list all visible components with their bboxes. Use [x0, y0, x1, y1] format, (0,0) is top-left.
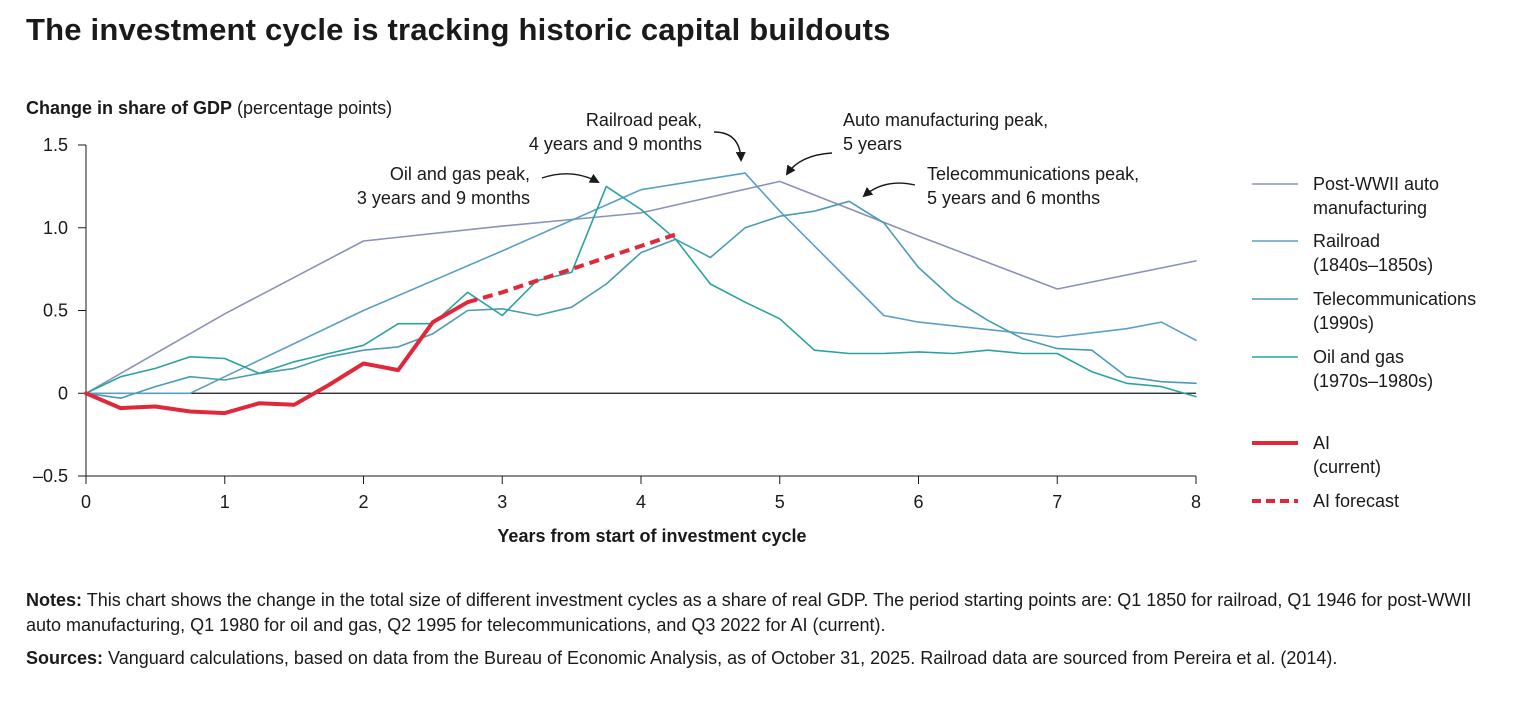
series-line-railroad-1840s-1850s [85, 172, 1197, 395]
annotation-label: 3 years and 9 months [357, 188, 530, 208]
x-axis-label: Years from start of investment cycle [497, 526, 806, 546]
legend-label: (1990s) [1313, 313, 1374, 333]
annotations-group: Railroad peak, 4 years and 9 months Auto m… [357, 110, 1139, 208]
x-tick-label: 1 [220, 492, 230, 512]
legend-label: Railroad [1313, 231, 1380, 251]
legend-label: (1970s–1980s) [1313, 371, 1433, 391]
x-tick-label: 0 [81, 492, 91, 512]
notes-text: This chart shows the change in the total… [26, 590, 1472, 635]
legend-label: Telecommunications [1313, 289, 1476, 309]
y-axis-label-rest: (percentage points) [232, 98, 393, 118]
annotation-label: 4 years and 9 months [529, 134, 702, 154]
annotation-label: Oil and gas peak, [390, 164, 530, 184]
annotation-label: Telecommunications peak, [927, 164, 1139, 184]
y-tick-label: 1.0 [43, 218, 68, 238]
series-line-post-wwii-auto-manufacturing [85, 180, 1197, 395]
legend-item: Post-WWII auto manufacturing [1252, 174, 1439, 218]
series-line-ai-current [84, 300, 470, 416]
series-group [84, 172, 1197, 416]
line-chart: –0.5 0 0.5 1.0 1.5 0 1 2 3 4 5 6 7 8 Railroad peak, 4 … [33, 110, 1476, 546]
annotation-label: 5 years [843, 134, 902, 154]
legend-item: Oil and gas (1970s–1980s) [1252, 347, 1433, 391]
x-tick-label: 4 [636, 492, 646, 512]
annotation-arrow [862, 182, 916, 198]
x-tick-label: 5 [775, 492, 785, 512]
x-tick-label: 2 [358, 492, 368, 512]
y-tick-label: 0 [58, 383, 68, 403]
legend-item: AI forecast [1252, 491, 1399, 511]
legend-item: Telecommunications (1990s) [1252, 289, 1476, 333]
legend-label: (1840s–1850s) [1313, 255, 1433, 275]
y-tick-label: –0.5 [33, 466, 68, 486]
sources-label: Sources: [26, 648, 104, 668]
legend-label: manufacturing [1313, 198, 1427, 218]
sources-paragraph: Sources: Vanguard calculations, based on… [26, 646, 1496, 671]
y-tick-label: 1.5 [43, 135, 68, 155]
series-line-ai-forecast [467, 232, 677, 305]
notes-block: Notes: This chart shows the change in th… [26, 588, 1496, 679]
annotation-label: Auto manufacturing peak, [843, 110, 1048, 130]
y-tick-label: 0.5 [43, 301, 68, 321]
series-line-telecommunications-1990s [85, 200, 1197, 399]
annotation-label: 5 years and 6 months [927, 188, 1100, 208]
axes-group: –0.5 0 0.5 1.0 1.5 0 1 2 3 4 5 6 7 8 [33, 135, 1201, 512]
annotation-arrow [785, 152, 833, 176]
x-tick-label: 7 [1052, 492, 1062, 512]
y-axis-label-bold: Change in share of GDP [26, 98, 233, 118]
notes-paragraph: Notes: This chart shows the change in th… [26, 588, 1496, 638]
legend-label: Post-WWII auto [1313, 174, 1439, 194]
legend: Post-WWII auto manufacturing Railroad (1840… [1252, 174, 1476, 511]
y-axis-label: Change in share of GDP (percentage point… [26, 98, 392, 119]
sources-text: Vanguard calculations, based on data fro… [108, 648, 1338, 668]
notes-label: Notes: [26, 590, 83, 610]
legend-label: (current) [1313, 457, 1381, 477]
legend-label: AI forecast [1313, 491, 1399, 511]
annotation-arrow [541, 173, 600, 183]
x-tick-label: 8 [1191, 492, 1201, 512]
x-tick-label: 3 [497, 492, 507, 512]
legend-label: AI [1313, 433, 1330, 453]
legend-label: Oil and gas [1313, 347, 1404, 367]
series-line-oil-and-gas-1970s-1980s [85, 185, 1197, 398]
legend-item: AI (current) [1252, 433, 1381, 477]
x-tick-label: 6 [913, 492, 923, 512]
annotation-arrow [713, 131, 746, 162]
annotation-label: Railroad peak, [586, 110, 702, 130]
legend-item: Railroad (1840s–1850s) [1252, 231, 1433, 275]
chart-title: The investment cycle is tracking histori… [26, 12, 891, 47]
